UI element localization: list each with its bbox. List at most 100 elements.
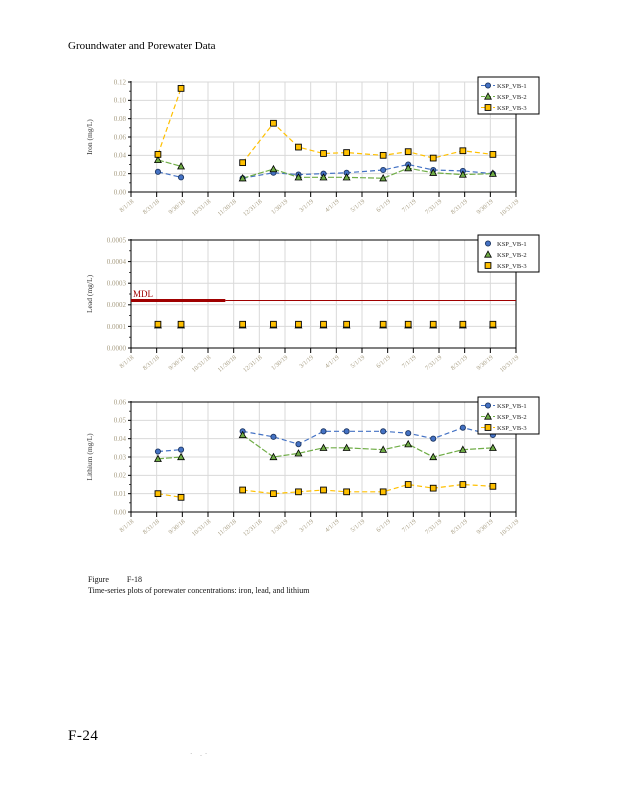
- series-line-KSP_VB-3: [242, 483, 493, 495]
- data-point-square: [154, 320, 162, 328]
- data-point-square: [489, 482, 497, 490]
- y-tick-label: 0.0004: [107, 258, 127, 266]
- x-tick-label: 9/30/19: [475, 354, 494, 372]
- x-tick-label: 8/1/18: [118, 354, 135, 370]
- x-tick-label: 1/30/19: [270, 518, 289, 536]
- y-tick-label: 0.03: [114, 453, 127, 461]
- data-point-square: [429, 484, 437, 492]
- data-point-square: [489, 151, 497, 158]
- data-point-triangle: [488, 169, 497, 177]
- lithium-chart: 0.06 0.05 0.04 0.03 0.02 0.01 0.00 8/1/18 8/31/1…: [60, 392, 600, 557]
- x-tick-label: 1/30/19: [270, 198, 289, 216]
- data-point-square: [343, 320, 350, 328]
- x-tick-label: 3/1/19: [298, 198, 315, 214]
- data-point-square: [379, 488, 387, 496]
- data-point-triangle: [294, 449, 303, 457]
- x-tick-label: 5/1/19: [349, 518, 366, 534]
- data-point-triangle: [488, 443, 497, 451]
- series-line-KSP_VB-1: [242, 427, 494, 445]
- x-tick-label: 7/1/19: [401, 198, 418, 214]
- data-point-circle: [405, 430, 412, 437]
- legend-label: KSP_VB-3: [497, 105, 527, 112]
- x-tick-label: 7/31/19: [424, 198, 443, 216]
- data-point-triangle: [429, 452, 438, 461]
- data-point-square: [343, 149, 350, 156]
- series-line-KSP_VB-1: [242, 163, 493, 179]
- y-tick-label: 0.10: [114, 97, 127, 105]
- data-point-triangle: [177, 162, 186, 170]
- data-point-circle: [270, 433, 277, 440]
- y-tick-label: 0.0003: [107, 280, 127, 288]
- data-point-square: [484, 104, 492, 111]
- x-tick-label: 12/31/18: [242, 354, 264, 374]
- legend-label: KSP_VB-2: [497, 94, 527, 101]
- data-point-square: [177, 85, 185, 92]
- data-point-square: [459, 320, 467, 328]
- iron-chart: 0.12 0.10 0.08 0.06 0.04 0.02 0.00 8/1/18 8/31/1…: [60, 72, 600, 237]
- legend-label: KSP_VB-2: [497, 252, 527, 259]
- x-tick-label: 10/31/18: [191, 198, 213, 218]
- x-tick-label: 3/1/19: [298, 518, 315, 534]
- data-point-square: [404, 148, 412, 156]
- data-point-circle: [459, 424, 466, 431]
- x-tick-label: 11/30/18: [216, 354, 237, 374]
- data-point-square: [270, 320, 277, 328]
- series-line-KSP_VB-2: [157, 456, 182, 460]
- x-tick-label: 12/31/18: [242, 198, 264, 218]
- figure-label: Figure: [88, 575, 109, 584]
- data-point-triangle: [429, 168, 438, 176]
- data-point-square: [320, 486, 327, 494]
- data-point-circle: [380, 428, 387, 435]
- x-tick-label: 8/1/18: [118, 198, 135, 214]
- x-tick-label: 8/31/19: [450, 198, 469, 216]
- legend-label: KSP_VB-3: [497, 425, 527, 432]
- x-tick-label: 9/30/18: [167, 518, 186, 536]
- data-point-triangle: [404, 163, 413, 172]
- data-point-triangle: [458, 445, 467, 453]
- data-point-square: [270, 119, 277, 127]
- series-line-KSP_VB-2: [157, 159, 182, 167]
- data-point-triangle: [294, 173, 303, 181]
- x-tick-label: 11/30/18: [216, 518, 237, 538]
- mdl-label: MDL: [133, 289, 153, 299]
- x-tick-label: 8/31/18: [142, 518, 161, 536]
- data-point-square: [404, 481, 412, 488]
- legend-label: KSP_VB-1: [497, 403, 527, 410]
- y-tick-label: 0.02: [114, 472, 127, 480]
- x-tick-label: 6/1/19: [375, 198, 392, 214]
- x-tick-label: 9/30/19: [475, 518, 494, 536]
- data-point-square: [239, 320, 247, 328]
- data-point-triangle: [177, 452, 186, 461]
- data-point-square: [154, 151, 162, 158]
- data-point-square: [379, 320, 387, 328]
- document-title: Groundwater and Porewater Data: [68, 40, 216, 52]
- x-tick-label: 10/31/18: [191, 354, 213, 374]
- y-tick-label: 0.0001: [107, 323, 127, 331]
- x-tick-label: 4/1/19: [324, 354, 341, 370]
- x-tick-label: 8/31/19: [450, 354, 469, 372]
- data-point-circle: [178, 446, 185, 453]
- x-tick-label: 5/1/19: [349, 354, 366, 370]
- x-tick-label: 12/31/18: [242, 518, 264, 538]
- legend: KSP_VB-1 KSP_VB-2 KSP_VB-3: [477, 396, 540, 435]
- data-point-square: [320, 150, 327, 157]
- legend-label: KSP_VB-1: [497, 83, 527, 90]
- lead-chart-svg: 0.0005 0.0004 0.0003 0.0002 0.0001 0.0000 8/1/…: [85, 234, 540, 374]
- data-point-circle: [154, 168, 161, 175]
- data-point-square: [239, 159, 247, 167]
- y-axis-title: Lithium (mg/L): [85, 433, 94, 481]
- x-tick-label: 1/30/19: [270, 354, 289, 372]
- y-tick-label: 0.01: [114, 490, 127, 498]
- y-tick-label: 0.00: [114, 508, 127, 516]
- y-tick-label: 0.05: [114, 417, 127, 425]
- data-point-triangle: [379, 445, 388, 453]
- data-point-square: [295, 143, 302, 151]
- data-point-circle: [484, 402, 492, 409]
- x-tick-label: 9/30/19: [475, 198, 494, 216]
- data-point-circle: [484, 82, 492, 89]
- scan-artifact: · .·: [190, 750, 211, 758]
- data-point-circle: [154, 448, 161, 455]
- data-point-square: [484, 424, 492, 431]
- series-line-KSP_VB-3: [157, 493, 182, 498]
- x-tick-label: 7/31/19: [424, 518, 443, 536]
